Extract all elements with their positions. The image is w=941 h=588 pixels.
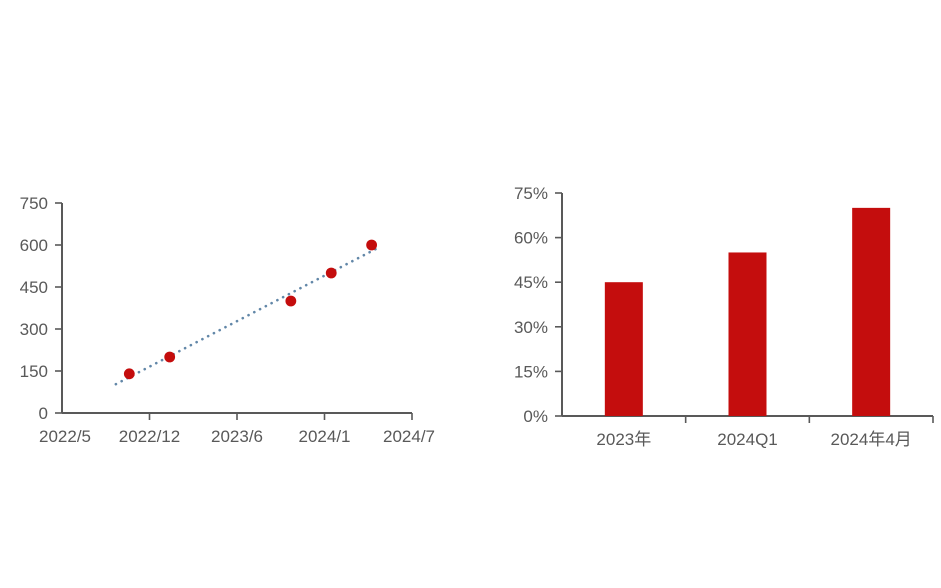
- category-label: 2024年4月: [831, 430, 912, 449]
- data-point: [123, 368, 135, 380]
- category-label: 2024Q1: [717, 430, 778, 449]
- y-tick-label: 150: [20, 362, 48, 381]
- y-tick-label: 0: [39, 404, 48, 423]
- data-point: [164, 351, 176, 363]
- y-tick-label: 600: [20, 236, 48, 255]
- bar: [728, 252, 767, 416]
- y-tick-label: 15%: [514, 362, 548, 381]
- y-tick-label: 450: [20, 278, 48, 297]
- bar: [604, 282, 643, 416]
- y-tick-label: 45%: [514, 273, 548, 292]
- y-tick-label: 75%: [514, 184, 548, 203]
- data-point: [366, 239, 378, 251]
- bar-chart: 0% 15% 30% 45% 60% 75% 2023年 2024Q1 2024年4月: [470, 160, 941, 460]
- y-tick-label: 30%: [514, 318, 548, 337]
- bar-chart-svg: 0% 15% 30% 45% 60% 75% 2023年 2024Q1 2024年4月: [514, 184, 934, 449]
- y-tick-label: 750: [20, 194, 48, 213]
- y-tick-label: 300: [20, 320, 48, 339]
- trendline: [114, 247, 377, 386]
- x-tick-label: 2024/7: [383, 427, 435, 446]
- y-tick-label: 60%: [514, 229, 548, 248]
- bar: [852, 207, 891, 416]
- scatter-chart: 0 150 300 450 600 750 2022/5 2022/12 2023/6 2024/…: [0, 160, 470, 460]
- x-tick-label: 2023/6: [211, 427, 263, 446]
- data-point: [285, 295, 297, 307]
- scatter-chart-svg: 0 150 300 450 600 750 2022/5 2022/12 2023/6 2024/…: [20, 194, 435, 446]
- category-label: 2023年: [596, 430, 651, 449]
- x-tick-label: 2022/12: [119, 427, 180, 446]
- x-tick-label: 2022/5: [39, 427, 91, 446]
- x-tick-label: 2024/1: [299, 427, 351, 446]
- y-tick-label: 0%: [523, 407, 548, 426]
- data-point: [325, 267, 337, 279]
